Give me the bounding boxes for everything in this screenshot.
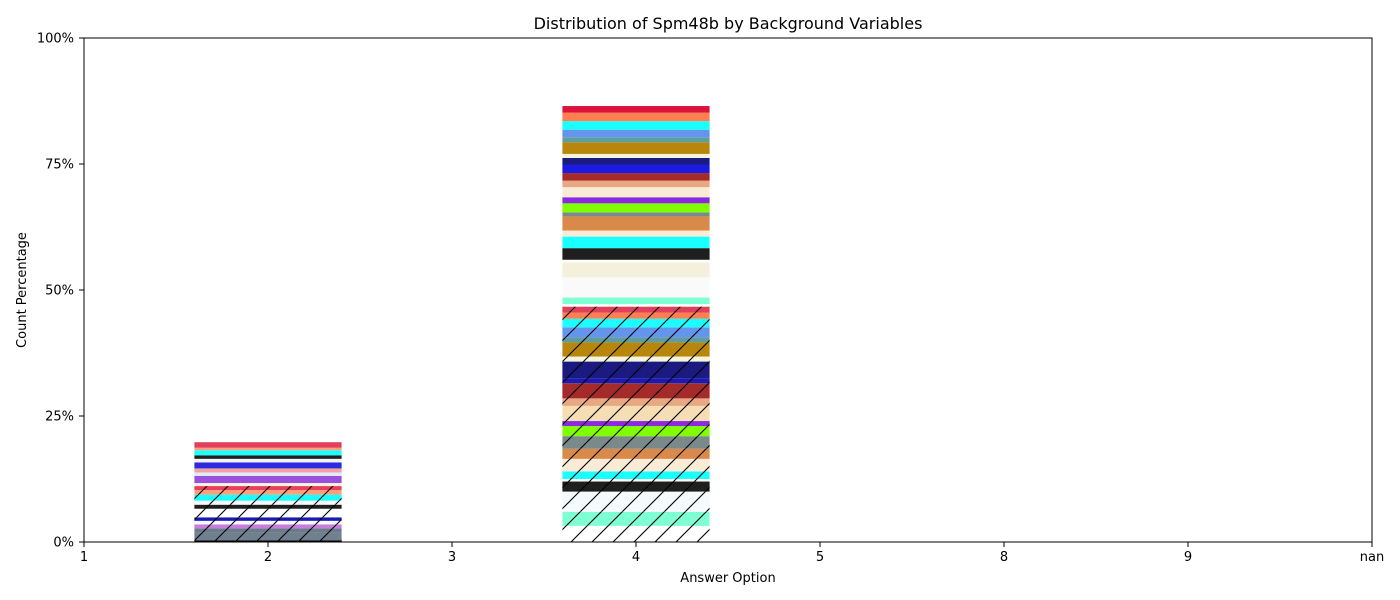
bar-segment bbox=[562, 106, 710, 113]
y-tick-label: 100% bbox=[37, 32, 74, 47]
bar-segment bbox=[562, 142, 710, 154]
x-tick-label: 1 bbox=[80, 550, 88, 565]
bar-segment bbox=[562, 164, 710, 174]
bar-segment-hatch bbox=[562, 342, 710, 357]
bar-segment-hatch bbox=[562, 361, 710, 379]
bar-segment-hatch bbox=[194, 486, 342, 491]
bar-segment bbox=[562, 248, 710, 260]
bar-segment bbox=[562, 216, 710, 231]
x-tick-label: 4 bbox=[632, 550, 640, 565]
bar-segment-hatch bbox=[562, 378, 710, 384]
bar-segment bbox=[562, 203, 710, 213]
bar-segment-hatch bbox=[194, 517, 342, 521]
y-tick-label: 50% bbox=[45, 284, 74, 299]
x-axis: 1 2 3 4 5 8 9 nan bbox=[80, 542, 1384, 565]
bar-segment bbox=[562, 129, 710, 138]
bar-segment-hatch bbox=[562, 421, 710, 427]
bar-segment bbox=[562, 187, 710, 198]
x-tick-label: 3 bbox=[448, 550, 456, 565]
bar-segment bbox=[194, 475, 342, 484]
bar-segment bbox=[562, 197, 710, 204]
bar-segment bbox=[562, 259, 710, 263]
bar-segment-hatch bbox=[562, 471, 710, 479]
bar-segment bbox=[562, 112, 710, 122]
bar-segment-hatch bbox=[194, 532, 342, 541]
bar-segment-hatch bbox=[194, 520, 342, 525]
y-tick-label: 25% bbox=[45, 410, 74, 425]
bar-segment-hatch bbox=[562, 356, 710, 362]
bar-segment-hatch bbox=[562, 312, 710, 319]
bar-segment bbox=[562, 180, 710, 188]
bar-segment-hatch bbox=[562, 458, 710, 472]
bar-segment-hatch bbox=[562, 426, 710, 437]
bar-segment-hatch bbox=[562, 436, 710, 449]
bar-segment bbox=[562, 297, 710, 305]
bar-segment-hatch bbox=[194, 490, 342, 495]
bar-segment-hatch bbox=[562, 405, 710, 422]
x-axis-label: Answer Option bbox=[680, 571, 775, 586]
bar-segment-hatch bbox=[562, 479, 710, 482]
bars-group bbox=[194, 106, 710, 542]
bar-segment-hatch bbox=[194, 528, 342, 533]
x-tick-label: nan bbox=[1360, 550, 1384, 565]
bar-segment bbox=[194, 447, 342, 451]
bar-segment bbox=[194, 468, 342, 473]
bar-segment bbox=[194, 462, 342, 469]
bar-segment bbox=[194, 483, 342, 487]
bar-segment bbox=[562, 262, 710, 278]
bar-segment bbox=[194, 450, 342, 456]
x-tick-label: 9 bbox=[1184, 550, 1192, 565]
x-tick-label: 2 bbox=[264, 550, 272, 565]
bar-segment bbox=[562, 153, 710, 158]
bar-segment-hatch bbox=[562, 511, 710, 526]
bar-segment bbox=[562, 230, 710, 237]
bar-segment bbox=[562, 277, 710, 298]
bar-segment bbox=[562, 173, 710, 181]
bar-segment-hatch bbox=[562, 448, 710, 459]
bar-segment bbox=[562, 137, 710, 143]
bar-segment-hatch bbox=[562, 306, 710, 313]
bar-segment bbox=[562, 157, 710, 165]
bar-segment-hatch bbox=[562, 383, 710, 399]
bar-segment-hatch bbox=[562, 318, 710, 328]
bar-segment bbox=[562, 212, 710, 217]
bar-segment bbox=[194, 458, 342, 463]
y-axis-label: Count Percentage bbox=[15, 232, 30, 348]
bar-segment-hatch bbox=[562, 491, 710, 512]
bar-segment-hatch bbox=[562, 525, 710, 542]
bar-segment-hatch bbox=[562, 398, 710, 406]
chart-title: Distribution of Spm48b by Background Var… bbox=[534, 14, 923, 33]
bar-segment bbox=[562, 304, 710, 307]
y-tick-label: 75% bbox=[45, 158, 74, 173]
bar-segment bbox=[194, 455, 342, 459]
bar-segment bbox=[194, 540, 342, 542]
bar-segment-hatch bbox=[194, 500, 342, 505]
y-tick-label: 0% bbox=[53, 536, 74, 551]
x-tick-label: 8 bbox=[1000, 550, 1008, 565]
bar-segment-hatch bbox=[194, 508, 342, 518]
bar-segment-hatch bbox=[194, 504, 342, 509]
bar-segment bbox=[194, 472, 342, 476]
bar-segment bbox=[562, 236, 710, 249]
bar-segment-hatch bbox=[194, 524, 342, 529]
bar-segment-hatch bbox=[562, 337, 710, 343]
bar-segment bbox=[562, 121, 710, 130]
bar-segment-hatch bbox=[562, 327, 710, 338]
y-axis: 0% 25% 50% 75% 100% bbox=[37, 32, 84, 551]
bar-segment-hatch bbox=[194, 494, 342, 501]
x-tick-label: 5 bbox=[816, 550, 824, 565]
bar-segment bbox=[194, 442, 342, 448]
bar-segment-hatch bbox=[562, 481, 710, 492]
